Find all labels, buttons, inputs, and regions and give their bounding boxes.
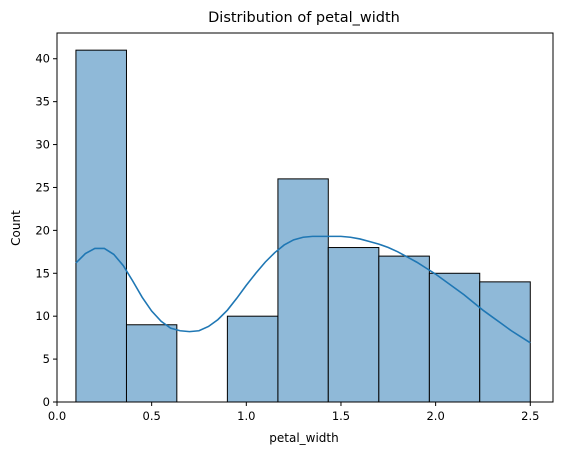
x-tick-label-0: 0.0 [48, 409, 66, 423]
histogram-bar-1 [125, 324, 178, 403]
x-tick-label-4: 2.0 [426, 409, 444, 423]
histogram-bar-7 [428, 272, 481, 403]
y-tick-label-3: 15 [35, 266, 50, 280]
y-axis-label: Count [9, 210, 23, 246]
x-axis-ticks: 0.0 0.5 1.0 1.5 2.0 2.5 [48, 402, 539, 423]
x-tick-label-5: 2.5 [521, 409, 539, 423]
x-tick-label-2: 1.0 [237, 409, 255, 423]
y-tick-label-2: 10 [35, 309, 50, 323]
histogram-bar-0 [75, 49, 127, 403]
histogram-bar-5 [327, 247, 380, 403]
chart-title: Distribution of petal_width [208, 10, 400, 26]
y-axis-ticks: 0 5 10 15 20 25 30 35 40 [35, 52, 57, 409]
kde-curve [75, 235, 531, 344]
histogram-bar-6 [378, 255, 430, 403]
x-tick-label-3: 1.5 [332, 409, 350, 423]
y-tick-label-0: 0 [43, 395, 50, 409]
y-tick-label-1: 5 [43, 352, 50, 366]
y-tick-label-6: 30 [35, 138, 50, 152]
x-tick-label-1: 0.5 [143, 409, 161, 423]
histogram-bar-4 [277, 178, 329, 403]
histogram-bar-8 [479, 281, 531, 403]
histogram-bar-3 [226, 315, 279, 403]
x-axis-label: petal_width [269, 431, 338, 445]
plot-frame [56, 32, 554, 403]
y-tick-label-8: 40 [35, 52, 50, 66]
y-tick-label-4: 20 [35, 223, 50, 237]
y-tick-label-7: 35 [35, 95, 50, 109]
y-tick-label-5: 25 [35, 180, 50, 194]
bars-layer [75, 49, 531, 403]
